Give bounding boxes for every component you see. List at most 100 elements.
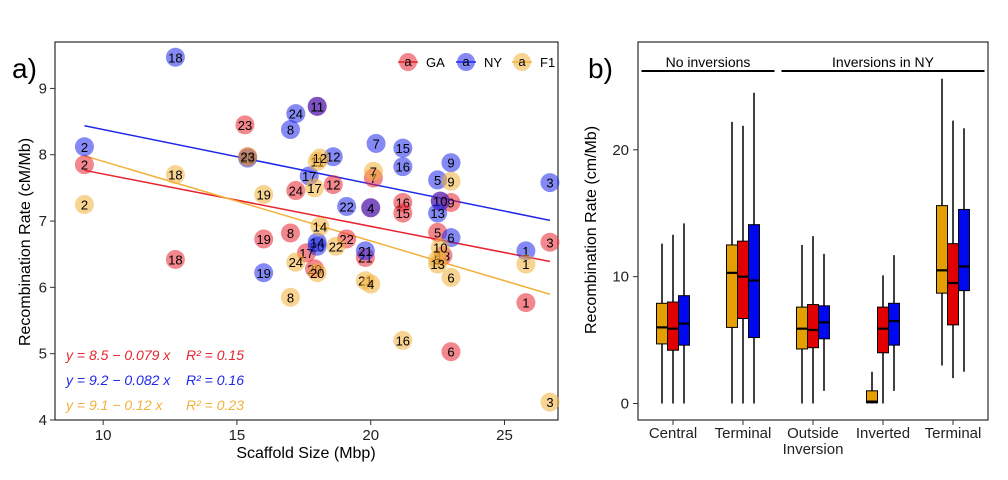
point-marker <box>280 120 300 140</box>
point-label: 1 <box>522 244 529 259</box>
point-f1: 13 <box>428 254 448 274</box>
point-ga: 18 <box>165 250 185 270</box>
fit-equation-ny: y = 9.2 − 0.082 x <box>65 372 171 388</box>
point-marker <box>393 138 413 158</box>
point-f1: 23 <box>238 147 258 167</box>
point-ny: 1 <box>516 241 536 261</box>
point-f1: 1 <box>516 254 536 274</box>
point-label: 15 <box>396 206 410 221</box>
point-label: 19 <box>256 188 270 203</box>
x-tick-label: 20 <box>362 427 379 444</box>
point-marker <box>280 223 300 243</box>
fit-r2-ga: R² = 0.15 <box>186 347 244 363</box>
point-label: 2 <box>81 197 88 212</box>
y-tick-label: 7 <box>39 213 47 230</box>
x-tick-label: Terminal <box>715 425 772 442</box>
point-ny: 3 <box>540 173 560 193</box>
box <box>667 234 679 404</box>
y-tick-label: 10 <box>612 269 629 286</box>
point-label: 4 <box>367 201 374 216</box>
point-ny: 2 <box>74 137 94 157</box>
point-label: 7 <box>370 164 377 179</box>
point-marker <box>516 241 536 261</box>
point-label: 24 <box>289 107 303 122</box>
point-f1: 6 <box>441 267 461 287</box>
point-ga: 6 <box>441 342 461 362</box>
box <box>866 371 878 404</box>
point-label: 18 <box>168 168 182 183</box>
point-marker <box>441 153 461 173</box>
point-marker <box>441 267 461 287</box>
point-f1: 10 <box>430 238 450 258</box>
box-iqr <box>866 390 878 404</box>
panel-a-xlabel: Scaffold Size (Mbp) <box>236 445 375 462</box>
point-ny: 15 <box>393 138 413 158</box>
point-ny: 13 <box>428 203 448 223</box>
x-tick-label: Terminal <box>925 425 982 442</box>
point-label: 7 <box>372 136 379 151</box>
box <box>737 125 749 404</box>
point-ga: 12 <box>323 175 343 195</box>
point-label: 23 <box>238 118 252 133</box>
box-iqr <box>947 243 959 326</box>
y-tick-label: 8 <box>39 147 47 164</box>
point-marker <box>310 148 330 168</box>
point-marker <box>393 203 413 223</box>
legend-key-letter: a <box>462 54 470 69</box>
point-label: 18 <box>168 253 182 268</box>
point-ga: 3 <box>540 232 560 252</box>
point-label: 5 <box>434 225 441 240</box>
point-f1: 3 <box>540 392 560 412</box>
point-label: 10 <box>433 241 447 256</box>
point-marker <box>74 194 94 214</box>
point-f1: 18 <box>165 165 185 185</box>
box <box>947 120 959 379</box>
point-ny: 14 <box>307 232 327 252</box>
x-tick-label: Inverted <box>856 425 910 442</box>
point-f1: 2 <box>74 194 94 214</box>
point-label: 20 <box>310 266 324 281</box>
point-label: 13 <box>430 257 444 272</box>
point-marker <box>337 196 357 216</box>
fit-equation-ga: y = 8.5 − 0.079 x <box>65 347 171 363</box>
point-label: 17 <box>307 181 321 196</box>
panel-b-boxes <box>656 78 970 404</box>
point-marker <box>361 274 381 294</box>
point-marker <box>393 330 413 350</box>
point-label: 6 <box>447 270 454 285</box>
point-ny: 24 <box>286 104 306 124</box>
point-label: 15 <box>396 141 410 156</box>
point-ga: 8 <box>280 223 300 243</box>
box-iqr <box>958 208 970 292</box>
point-marker <box>165 250 185 270</box>
point-label: 3 <box>546 176 553 191</box>
point-ga: 15 <box>393 203 413 223</box>
point-ny: 11 <box>307 96 327 116</box>
point-label: 3 <box>546 235 553 250</box>
point-label: 2 <box>81 158 88 173</box>
fit-r2-ny: R² = 0.16 <box>186 372 244 388</box>
point-f1: 4 <box>361 274 381 294</box>
box-iqr <box>667 301 679 351</box>
box <box>958 128 970 372</box>
point-label: 13 <box>430 206 444 221</box>
point-label: 9 <box>447 174 454 189</box>
point-marker <box>428 254 448 274</box>
point-ny: 22 <box>337 196 357 216</box>
point-f1: 8 <box>280 287 300 307</box>
point-ga: 1 <box>516 293 536 313</box>
point-label: 12 <box>326 178 340 193</box>
point-label: 5 <box>434 173 441 188</box>
y-tick-label: 6 <box>39 279 47 296</box>
legend-label-ny: NY <box>484 55 502 70</box>
point-f1: 17 <box>305 178 325 198</box>
box <box>807 236 819 404</box>
point-marker <box>540 392 560 412</box>
panel-a-legend: a GA a NY a F1 <box>385 41 558 78</box>
box-iqr <box>726 244 738 328</box>
point-label: 24 <box>289 184 303 199</box>
point-marker <box>366 133 386 153</box>
y-tick-label: 4 <box>39 412 47 429</box>
